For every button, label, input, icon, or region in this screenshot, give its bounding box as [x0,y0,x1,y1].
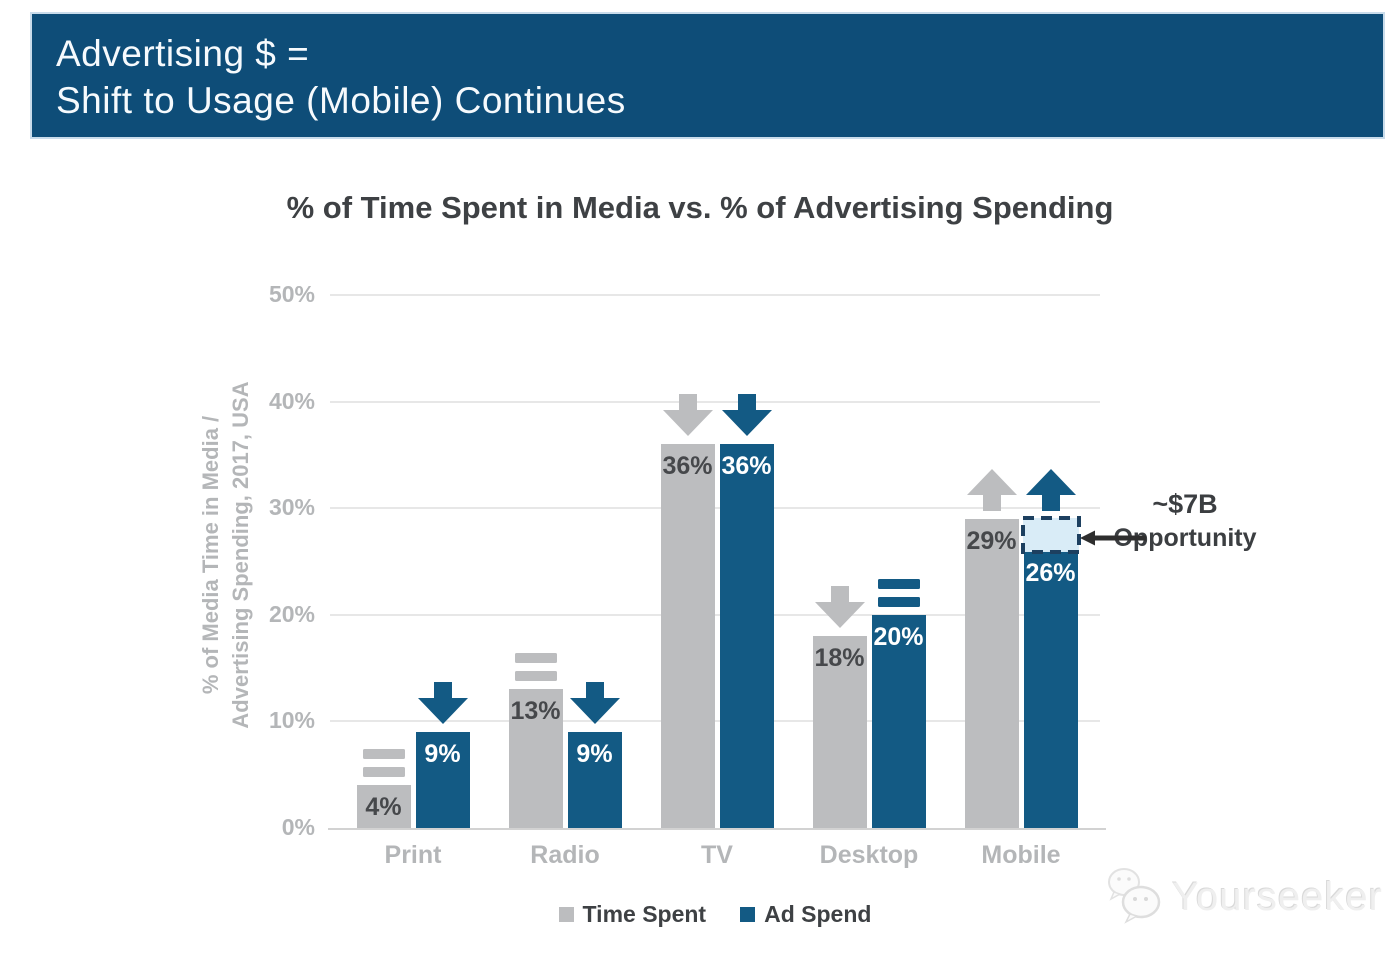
chart-legend: Time Spent Ad Spend [330,901,1100,928]
category-label-tv: TV [701,841,733,869]
up-arrow-icon [966,468,1017,511]
bar-value-print-ad-spend: 9% [424,740,461,769]
gridline-50 [330,294,1100,296]
bar-desktop-time-spent [812,636,867,828]
header-title-line2: Shift to Usage (Mobile) Continues [56,80,626,121]
bar-value-mobile-ad-spend: 26% [1025,558,1076,587]
y-tick-label-10: 10% [268,707,315,734]
opportunity-gap-box [1020,515,1081,554]
header-title-line1: Advertising $ = [56,33,310,74]
bar-tv-ad-spend [719,444,774,828]
equals-icon [514,653,557,682]
slide-header-banner: Advertising $ = Shift to Usage (Mobile) … [30,12,1385,139]
y-tick-label-20: 20% [268,600,315,627]
bar-value-mobile-time-spent: 29% [966,526,1017,555]
legend-swatch-time-spent [558,907,574,922]
bar-print-time-spent [356,785,411,828]
bar-mobile-ad-spend [1023,550,1078,828]
bar-desktop-ad-spend [871,614,926,828]
watermark-text: Yourseeker [1172,874,1383,919]
bar-value-desktop-ad-spend: 20% [873,622,924,651]
bar-mobile-time-spent [964,518,1019,828]
bar-value-desktop-time-spent: 18% [814,644,865,673]
down-arrow-icon [417,682,468,725]
bar-print-ad-spend [415,732,470,828]
bar-value-radio-ad-spend: 9% [576,740,613,769]
y-tick-label-30: 30% [268,494,315,521]
equals-icon [877,578,920,607]
legend-item-time-spent: Time Spent [558,901,707,928]
down-arrow-icon [569,682,620,725]
legend-item-ad-spend: Ad Spend [740,901,871,928]
legend-label-time-spent: Time Spent [582,901,707,927]
gridline-10 [330,720,1100,723]
x-axis-line [328,828,1106,830]
category-label-mobile: Mobile [981,841,1061,869]
bar-radio-ad-spend [567,732,622,828]
watermark: Yourseeker [1104,864,1383,930]
opportunity-arrow-icon [1080,529,1146,547]
category-label-desktop: Desktop [819,841,919,869]
y-tick-label-0: 0% [281,814,315,840]
bar-value-radio-time-spent: 13% [510,697,561,726]
gridline-40 [330,400,1100,403]
bar-value-tv-ad-spend: 36% [721,452,772,481]
legend-label-ad-spend: Ad Spend [764,901,872,927]
opportunity-value: ~$7B [1152,489,1218,519]
bar-value-print-time-spent: 4% [365,793,402,822]
y-tick-label-40: 40% [268,387,315,414]
category-label-radio: Radio [530,841,600,869]
bar-tv-time-spent [660,444,715,828]
opportunity-annotation: ~$7B Opportunity [1100,489,1270,553]
up-arrow-icon [1025,468,1076,511]
yourseeker-logo-icon [1104,864,1166,930]
bar-radio-time-spent [508,689,563,828]
gridline-30 [330,507,1100,510]
category-label-print: Print [384,841,442,869]
chart-title: % of Time Spent in Media vs. % of Advert… [286,190,1114,225]
bar-value-tv-time-spent: 36% [662,452,713,481]
down-arrow-icon [814,586,865,629]
gridline-20 [330,613,1100,616]
down-arrow-icon [721,394,772,437]
equals-icon [362,749,405,778]
down-arrow-icon [662,394,713,437]
legend-swatch-ad-spend [740,907,756,922]
y-tick-label-50: 50% [268,281,315,307]
